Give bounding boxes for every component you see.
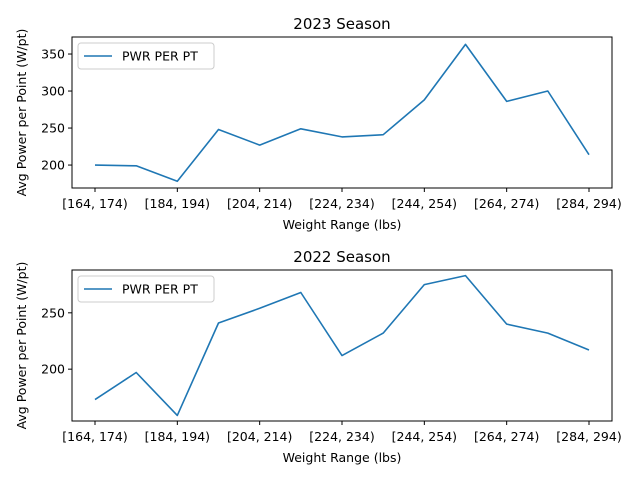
y-tick-label: 350 [41,47,65,62]
y-axis-label: Avg Power per Point (W/pt) [14,29,29,197]
x-tick-label: [284, 294) [556,196,621,211]
y-tick-label: 250 [41,305,65,320]
x-tick-label: [204, 214) [227,196,292,211]
x-axis-label: Weight Range (lbs) [283,450,402,465]
x-tick-label: [264, 274) [474,429,539,444]
x-tick-label: [224, 234) [309,429,374,444]
x-axis-label: Weight Range (lbs) [283,217,402,232]
y-tick-label: 200 [41,362,65,377]
chart-title: 2023 Season [293,15,390,33]
series-line [94,274,590,417]
legend-box [77,275,215,303]
y-tick-label: 200 [41,158,65,173]
x-tick-label: [164, 174) [62,429,127,444]
legend-label: PWR PER PT [122,282,198,297]
legend-box [77,42,215,70]
chart-title: 2022 Season [293,248,390,266]
legend-label: PWR PER PT [122,49,198,64]
x-tick-label: [224, 234) [309,196,374,211]
x-tick-label: [284, 294) [556,429,621,444]
x-tick-label: [184, 194) [145,196,210,211]
y-axis-label: Avg Power per Point (W/pt) [14,262,29,430]
y-tick-label: 300 [41,84,65,99]
y-tick-label: 250 [41,121,65,136]
x-tick-label: [164, 174) [62,196,127,211]
x-tick-label: [244, 254) [392,429,457,444]
x-tick-label: [204, 214) [227,429,292,444]
x-tick-label: [264, 274) [474,196,539,211]
x-tick-label: [244, 254) [392,196,457,211]
series-line [94,43,590,183]
x-tick-label: [184, 194) [145,429,210,444]
